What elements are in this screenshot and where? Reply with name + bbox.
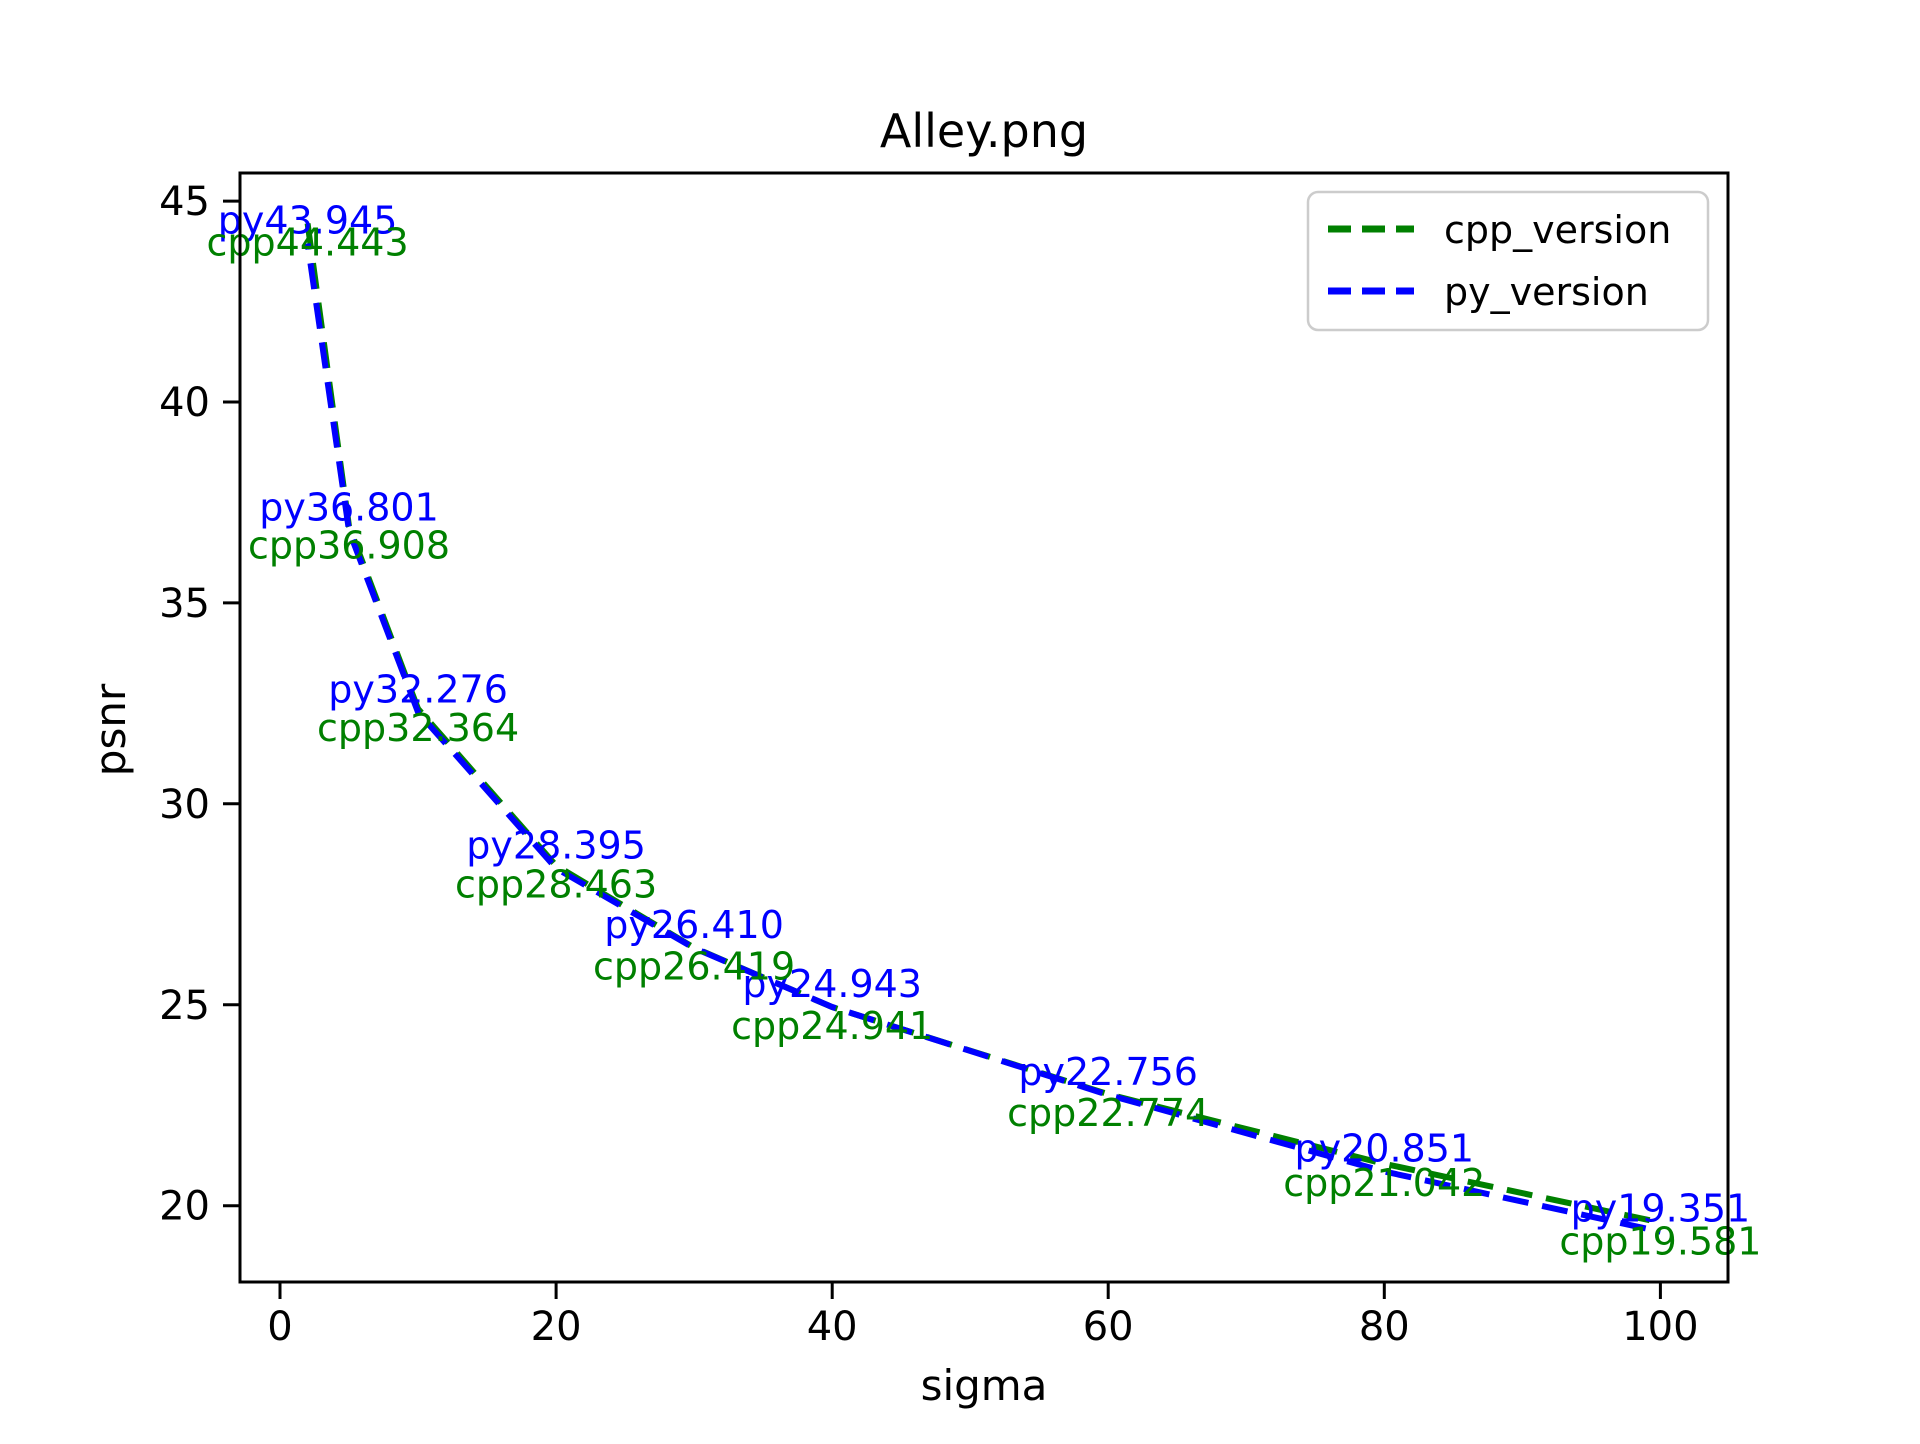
annotation-py: py43.945 <box>218 199 398 243</box>
y-tick-label: 30 <box>159 782 210 828</box>
axes-spines <box>238 171 1730 1284</box>
annotation-cpp: cpp26.419 <box>593 945 795 989</box>
annotation-cpp: cpp19.581 <box>1559 1220 1761 1264</box>
annotation-cpp: cpp36.908 <box>248 523 450 567</box>
y-tick-label: 25 <box>159 983 210 1029</box>
annotation-cpp: cpp28.463 <box>455 863 657 907</box>
annotation-cpp: cpp21.042 <box>1283 1161 1485 1205</box>
annotation-cpp: cpp32.364 <box>317 706 519 750</box>
x-tick-label: 20 <box>531 1304 582 1350</box>
legend-label-cpp_version: cpp_version <box>1444 208 1671 252</box>
annotation-py: py36.801 <box>259 486 439 530</box>
annotation-py: py26.410 <box>604 903 784 947</box>
x-tick-label: 40 <box>807 1304 858 1350</box>
x-tick-label: 0 <box>267 1304 292 1350</box>
y-tick-label: 20 <box>159 1184 210 1230</box>
y-tick-label: 40 <box>159 380 210 426</box>
annotation-cpp: cpp24.941 <box>731 1004 933 1048</box>
annotation-py: py28.395 <box>466 823 646 867</box>
annotation-py: py20.851 <box>1295 1127 1475 1171</box>
y-tick-label: 35 <box>159 581 210 627</box>
x-axis-label: sigma <box>921 1361 1048 1410</box>
annotation-py: py19.351 <box>1571 1187 1751 1231</box>
x-tick-label: 100 <box>1622 1304 1698 1350</box>
py_version-line <box>304 243 1662 1235</box>
y-axis-label: psnr <box>86 683 135 776</box>
annotation-cpp: cpp22.774 <box>1007 1091 1209 1135</box>
x-tick-label: 80 <box>1359 1304 1410 1350</box>
annotation-py: py24.943 <box>742 962 922 1006</box>
annotation-py: py32.276 <box>328 667 508 711</box>
x-tick-label: 60 <box>1083 1304 1134 1350</box>
annotation-cpp: cpp44.443 <box>207 221 409 265</box>
legend-label-py_version: py_version <box>1444 270 1649 314</box>
chart-title: Alley.png <box>880 104 1088 158</box>
annotation-py: py22.756 <box>1018 1050 1198 1094</box>
y-tick-label: 45 <box>159 179 210 225</box>
